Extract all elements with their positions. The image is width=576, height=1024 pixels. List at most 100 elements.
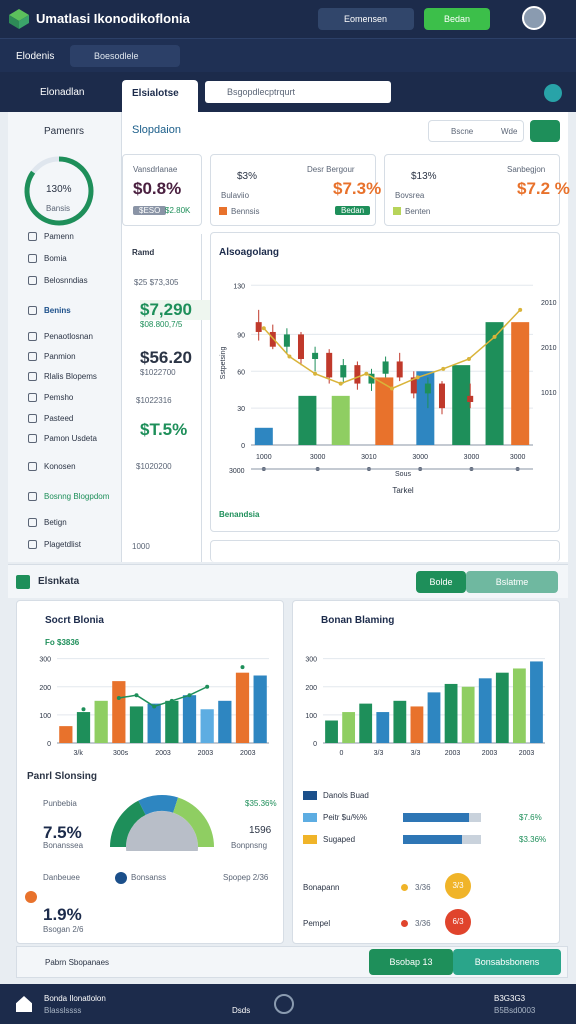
- sidebar: Pamenrs 130% Bansis Pamenn Bomia Belosnndi…: [8, 112, 122, 562]
- footer-link[interactable]: Bonsabsbonens: [453, 949, 561, 975]
- sidebar-item[interactable]: Bosnng Blogpdom: [44, 492, 110, 501]
- bar: [452, 365, 471, 445]
- y-tick-label: 0: [313, 741, 317, 748]
- bar: [478, 678, 492, 743]
- kpi-label: Vansdrlanae: [133, 165, 178, 174]
- bar: [235, 672, 250, 743]
- help-icon[interactable]: [544, 84, 562, 102]
- person-value: 3/36: [415, 883, 431, 892]
- sidebar-item[interactable]: Penaotlosnan: [44, 332, 93, 341]
- kpi-label: Sanbegjon: [507, 165, 546, 174]
- y-tick-label: 200: [305, 685, 317, 692]
- left-panel: Socrt Blonia 0 100 200 300 3/k 300s 2003 2003 200…: [16, 600, 284, 944]
- sidebar-icon: [28, 414, 37, 423]
- bar: [511, 322, 530, 445]
- right-panel: Bonan Blaming 0 100 200 300 0 3/3 3/3 2003 2003 20…: [292, 600, 560, 944]
- x-tick-label: 3000: [310, 454, 326, 461]
- donut-value: 7.5%: [43, 823, 82, 842]
- chart-title: Alsoagolang: [219, 247, 279, 258]
- sidebar-item[interactable]: Pasteed: [44, 414, 74, 423]
- sidebar-icon: [28, 518, 37, 527]
- sidebar-item[interactable]: Plagetdlist: [44, 540, 81, 549]
- main-search[interactable]: Bscne Wde: [428, 120, 524, 142]
- x-tick-label: 2003: [155, 750, 171, 757]
- sidebar-item[interactable]: Pamenn: [44, 232, 74, 241]
- action-button[interactable]: [530, 120, 560, 142]
- candle-body: [410, 377, 417, 394]
- candle-body: [467, 395, 474, 402]
- bar: [375, 377, 394, 445]
- sidebar-item[interactable]: Pamon Usdeta: [44, 434, 97, 443]
- search-text: Eomensen: [344, 14, 388, 24]
- y-tick-label: 200: [39, 685, 51, 692]
- y-tick-label: 30: [237, 406, 245, 413]
- kpi-card: Vansdrlanae $0.8% $ESO $2.80K: [122, 154, 202, 226]
- bar: [112, 681, 126, 743]
- x-tick-label: 2003: [240, 750, 256, 757]
- chart-footer: Benandsia: [219, 510, 260, 519]
- person-badge: 6/3: [445, 909, 471, 935]
- gauge-arc: [24, 156, 94, 226]
- kpi-card: $3% Desr Bergour $7.3% Bulaviio Bennsis …: [210, 154, 381, 226]
- status-dot: [401, 884, 408, 891]
- dropdown[interactable]: Bsgopdlecptrqurt: [205, 81, 391, 103]
- bar: [94, 700, 108, 743]
- bar: [129, 706, 144, 743]
- sidebar-item[interactable]: Rlalis Blopems: [44, 372, 97, 381]
- x-tick-label: 3/k: [74, 750, 84, 757]
- section-bar: Elsnkata Bolde Bslatme: [8, 564, 568, 598]
- candle-body: [297, 334, 304, 359]
- x-tick-label: 3010: [361, 454, 377, 461]
- logo: [9, 9, 29, 29]
- avatar[interactable]: [522, 6, 546, 30]
- section-icon: [16, 575, 30, 589]
- bar: [530, 661, 543, 743]
- candle-body: [453, 395, 460, 409]
- sidebar-item[interactable]: Bomia: [44, 254, 67, 263]
- kpi-label: Desr Bergour: [307, 165, 355, 174]
- x-tick-label: 0: [340, 750, 344, 757]
- x-tick-label: 3000: [412, 454, 428, 461]
- nav-search[interactable]: Boesodlele: [70, 45, 180, 67]
- sidebar-item[interactable]: Pemsho: [44, 393, 74, 402]
- section-button[interactable]: Bslatme: [466, 571, 558, 593]
- nav-item[interactable]: Dsds: [232, 1006, 251, 1015]
- candle-body: [382, 361, 389, 374]
- donut-value-right2: 1596: [249, 825, 272, 836]
- kpi-small: $3%: [237, 171, 258, 182]
- sidebar-icon: [28, 393, 37, 402]
- nav-circle[interactable]: [274, 994, 294, 1014]
- candle-body: [354, 365, 361, 384]
- main-panel: Slopdaion Bscne Wde Vansdrlanae $0.8% $E…: [122, 112, 570, 562]
- progress-label: Peitr $u/%%: [323, 813, 368, 822]
- sidebar-icon: [28, 306, 37, 315]
- status-dot: [401, 920, 408, 927]
- donut-chart: [110, 795, 214, 851]
- second-sub: Bsogan 2/6: [43, 925, 84, 934]
- sidebar-item[interactable]: Konosen: [44, 462, 76, 471]
- primary-button[interactable]: Bedan: [424, 8, 490, 30]
- home-icon[interactable]: [16, 996, 32, 1012]
- kpi-value: $0.8%: [133, 179, 182, 198]
- bar: [253, 675, 267, 743]
- bar: [376, 712, 390, 743]
- y-tick-label: 0: [241, 443, 245, 450]
- person-name: Pempel: [303, 919, 331, 928]
- gauge-value: 130%: [46, 184, 72, 195]
- nav-left-sub: Blasslssss: [44, 1006, 82, 1015]
- section-button[interactable]: Bolde: [416, 571, 466, 593]
- legend-swatch: [303, 791, 317, 800]
- placeholder-card: [210, 540, 560, 562]
- x-tick-label: 2003: [445, 750, 461, 757]
- sidebar-item[interactable]: Panmion: [44, 352, 76, 361]
- sidebar-item[interactable]: Belosnndias: [44, 276, 88, 285]
- tab[interactable]: Elsialotse: [122, 80, 198, 112]
- kpi-legend: Bennsis: [231, 207, 260, 216]
- footer-button[interactable]: Bsobap 13: [369, 949, 453, 975]
- search-box[interactable]: Eomensen: [318, 8, 414, 30]
- y-tick-label: 130: [233, 283, 245, 290]
- sidebar-item[interactable]: Betign: [44, 518, 67, 527]
- sidebar-item[interactable]: Benins: [44, 306, 71, 315]
- donut-label: Punbebia: [43, 799, 77, 808]
